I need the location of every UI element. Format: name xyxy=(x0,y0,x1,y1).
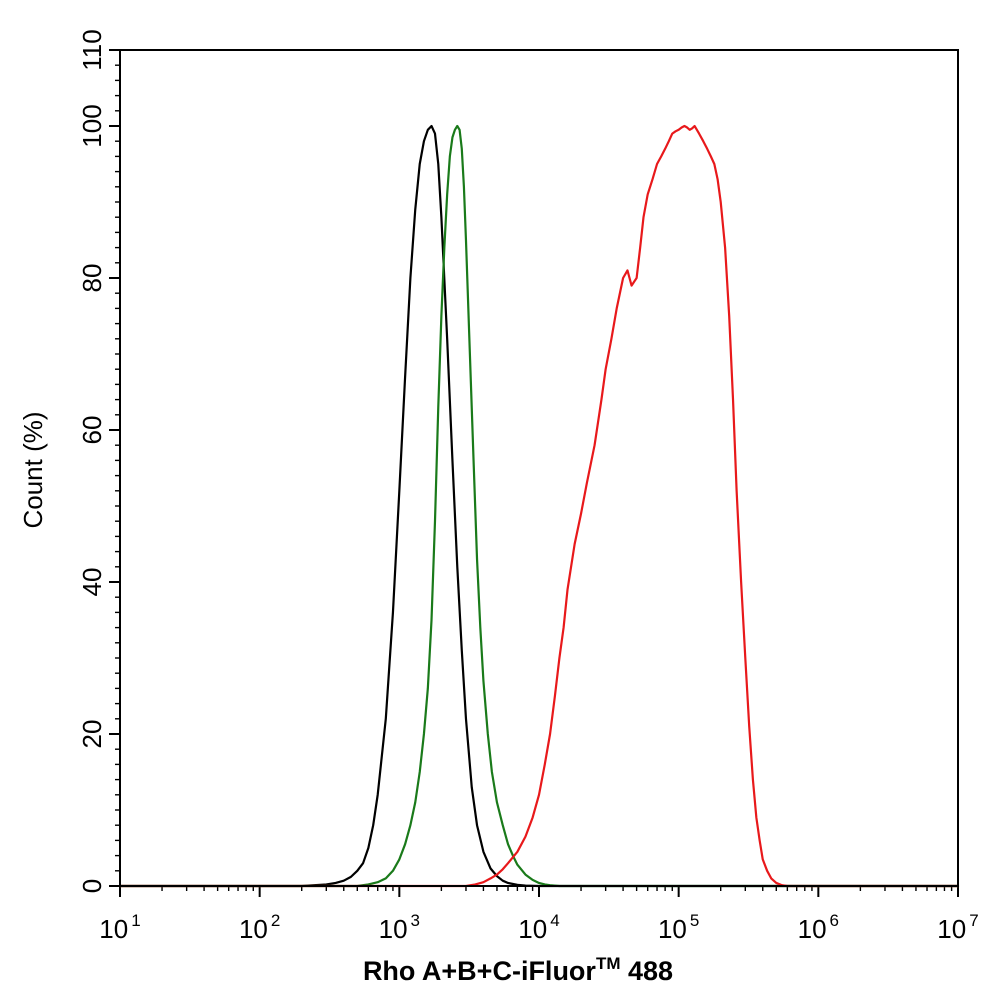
y-tick-label: 0 xyxy=(77,879,107,893)
x-tick-label: 10 5 xyxy=(658,911,699,944)
x-tick-label-base: 10 xyxy=(379,914,408,944)
y-tick-label: 60 xyxy=(77,416,107,445)
x-tick-label-base: 10 xyxy=(518,914,547,944)
x-axis-title-superscript: TM xyxy=(596,954,621,973)
y-tick-labels: 0 20 40 60 80 100 110 xyxy=(77,29,107,893)
series-line-1 xyxy=(118,124,960,888)
x-tick-label: 10 7 xyxy=(937,911,978,944)
x-tick-label-base: 10 xyxy=(239,914,268,944)
x-tick-label-base: 10 xyxy=(99,914,128,944)
x-axis-title-suffix: 488 xyxy=(620,956,673,986)
y-major-ticks xyxy=(109,49,120,887)
x-tick-label-exponent: 1 xyxy=(131,911,140,930)
x-tick-label-exponent: 4 xyxy=(550,911,559,930)
x-tick-label-exponent: 7 xyxy=(969,911,978,930)
y-tick-label: 110 xyxy=(77,29,107,70)
x-tick-label-exponent: 6 xyxy=(830,911,839,930)
y-axis-title: Count (%) xyxy=(18,411,48,528)
series-line-3 xyxy=(118,124,960,888)
x-axis-title-main: Rho A+B+C-iFluor xyxy=(363,956,596,986)
x-tick-label-exponent: 5 xyxy=(690,911,699,930)
x-axis-title: Rho A+B+C-iFluorTM 488 xyxy=(363,954,673,986)
x-tick-label: 10 1 xyxy=(99,911,140,944)
series-layer xyxy=(118,124,960,888)
y-tick-label: 80 xyxy=(77,264,107,293)
x-tick-label-base: 10 xyxy=(658,914,687,944)
x-tick-label: 10 4 xyxy=(518,911,559,944)
series-line-2 xyxy=(118,124,960,888)
x-tick-label-base: 10 xyxy=(937,914,966,944)
y-tick-label: 40 xyxy=(77,568,107,597)
y-tick-label: 100 xyxy=(77,104,107,147)
x-tick-label-exponent: 2 xyxy=(271,911,280,930)
y-tick-label: 20 xyxy=(77,720,107,749)
x-tick-label: 10 3 xyxy=(379,911,420,944)
x-tick-label: 10 6 xyxy=(798,911,839,944)
x-tick-labels: 10 1 10 2 10 3 10 4 10 5 10 6 10 7 xyxy=(99,911,978,944)
plot-frame xyxy=(119,49,959,887)
x-tick-label-base: 10 xyxy=(798,914,827,944)
x-tick-label-exponent: 3 xyxy=(411,911,420,930)
x-major-ticks xyxy=(119,886,959,897)
x-tick-label: 10 2 xyxy=(239,911,280,944)
